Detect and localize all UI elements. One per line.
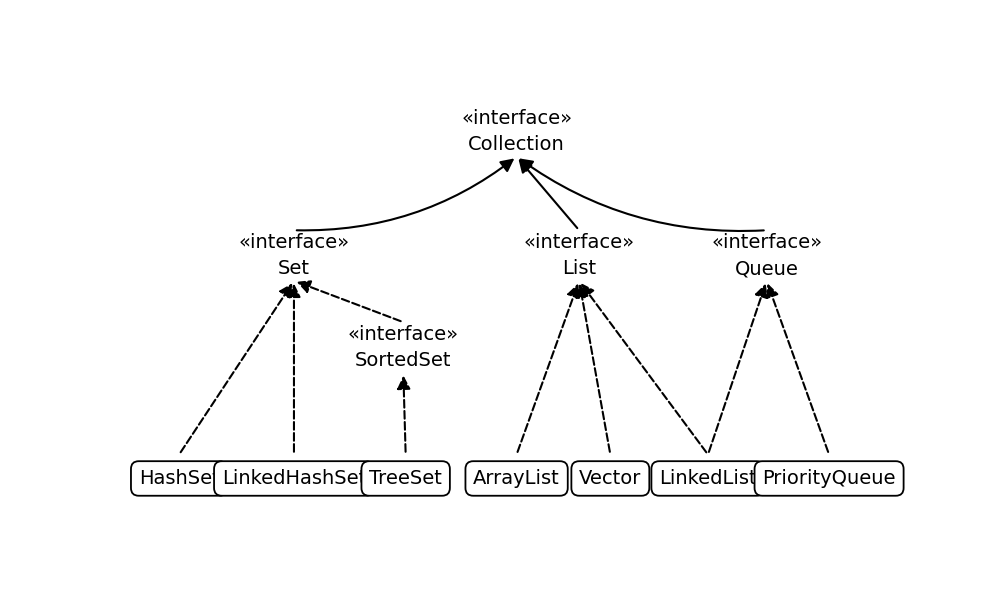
Text: HashSet: HashSet [139,469,220,488]
Text: «interface»
List: «interface» List [523,233,635,278]
Text: ArrayList: ArrayList [473,469,560,488]
Text: TreeSet: TreeSet [369,469,443,488]
Text: PriorityQueue: PriorityQueue [762,469,896,488]
Text: LinkedList: LinkedList [659,469,757,488]
Text: «interface»
Queue: «interface» Queue [711,233,823,278]
Text: Vector: Vector [580,469,641,488]
Text: «interface»
Collection: «interface» Collection [461,109,573,154]
Text: «interface»
Set: «interface» Set [239,233,350,278]
Text: «interface»
SortedSet: «interface» SortedSet [348,325,459,370]
Text: LinkedHashSet: LinkedHashSet [222,469,366,488]
